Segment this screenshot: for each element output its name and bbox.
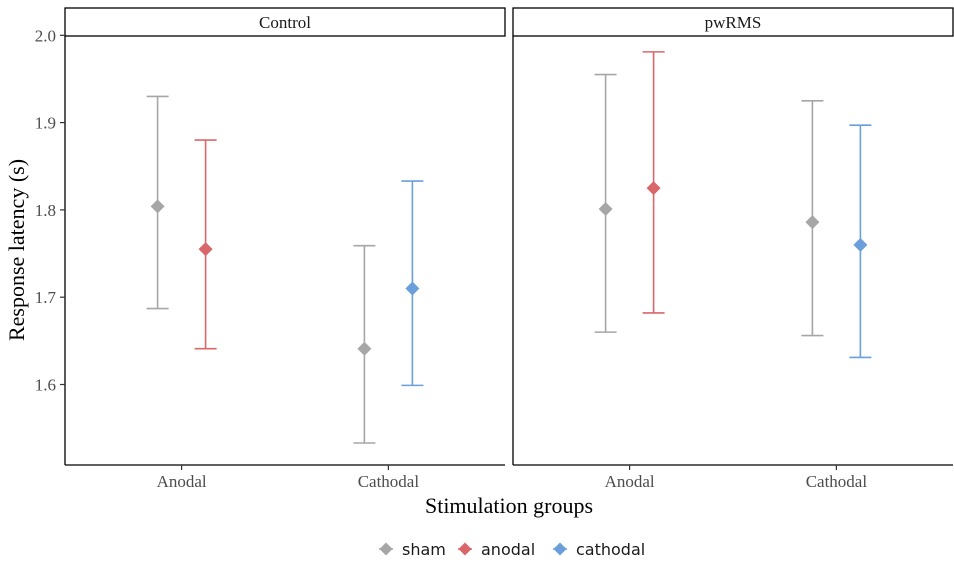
legend-label-sham: sham [402,540,446,559]
legend-key-cathodal [553,542,567,556]
data-point-sham [150,199,165,214]
facet-strip [64,7,506,37]
data-point-sham [357,341,372,356]
data-point-anodal [198,242,213,257]
data-point-cathodal [405,281,420,296]
facet-label: Control [259,13,311,32]
y-axis-title: Response latency (s) [4,159,29,341]
data-point-anodal [646,181,661,196]
data-point-sham [805,215,820,230]
legend-key-anodal [458,542,472,556]
data-point-cathodal [853,237,868,252]
y-tick-label: 1.7 [35,288,57,307]
x-axis-title: Stimulation groups [425,493,593,518]
y-tick-label: 1.6 [35,376,56,395]
data-point-sham [598,202,613,217]
x-tick-label: Cathodal [806,472,868,491]
facet-strip [512,7,954,37]
legend-label-cathodal: cathodal [576,540,645,559]
y-tick-label: 1.8 [35,201,56,220]
legend-label-anodal: anodal [481,540,535,559]
facet-label: pwRMS [705,13,762,32]
x-tick-label: Anodal [605,472,655,491]
x-tick-label: Anodal [157,472,207,491]
x-tick-label: Cathodal [358,472,420,491]
y-tick-label: 2.0 [35,26,56,45]
y-tick-label: 1.9 [35,114,56,133]
legend-key-sham [379,542,393,556]
